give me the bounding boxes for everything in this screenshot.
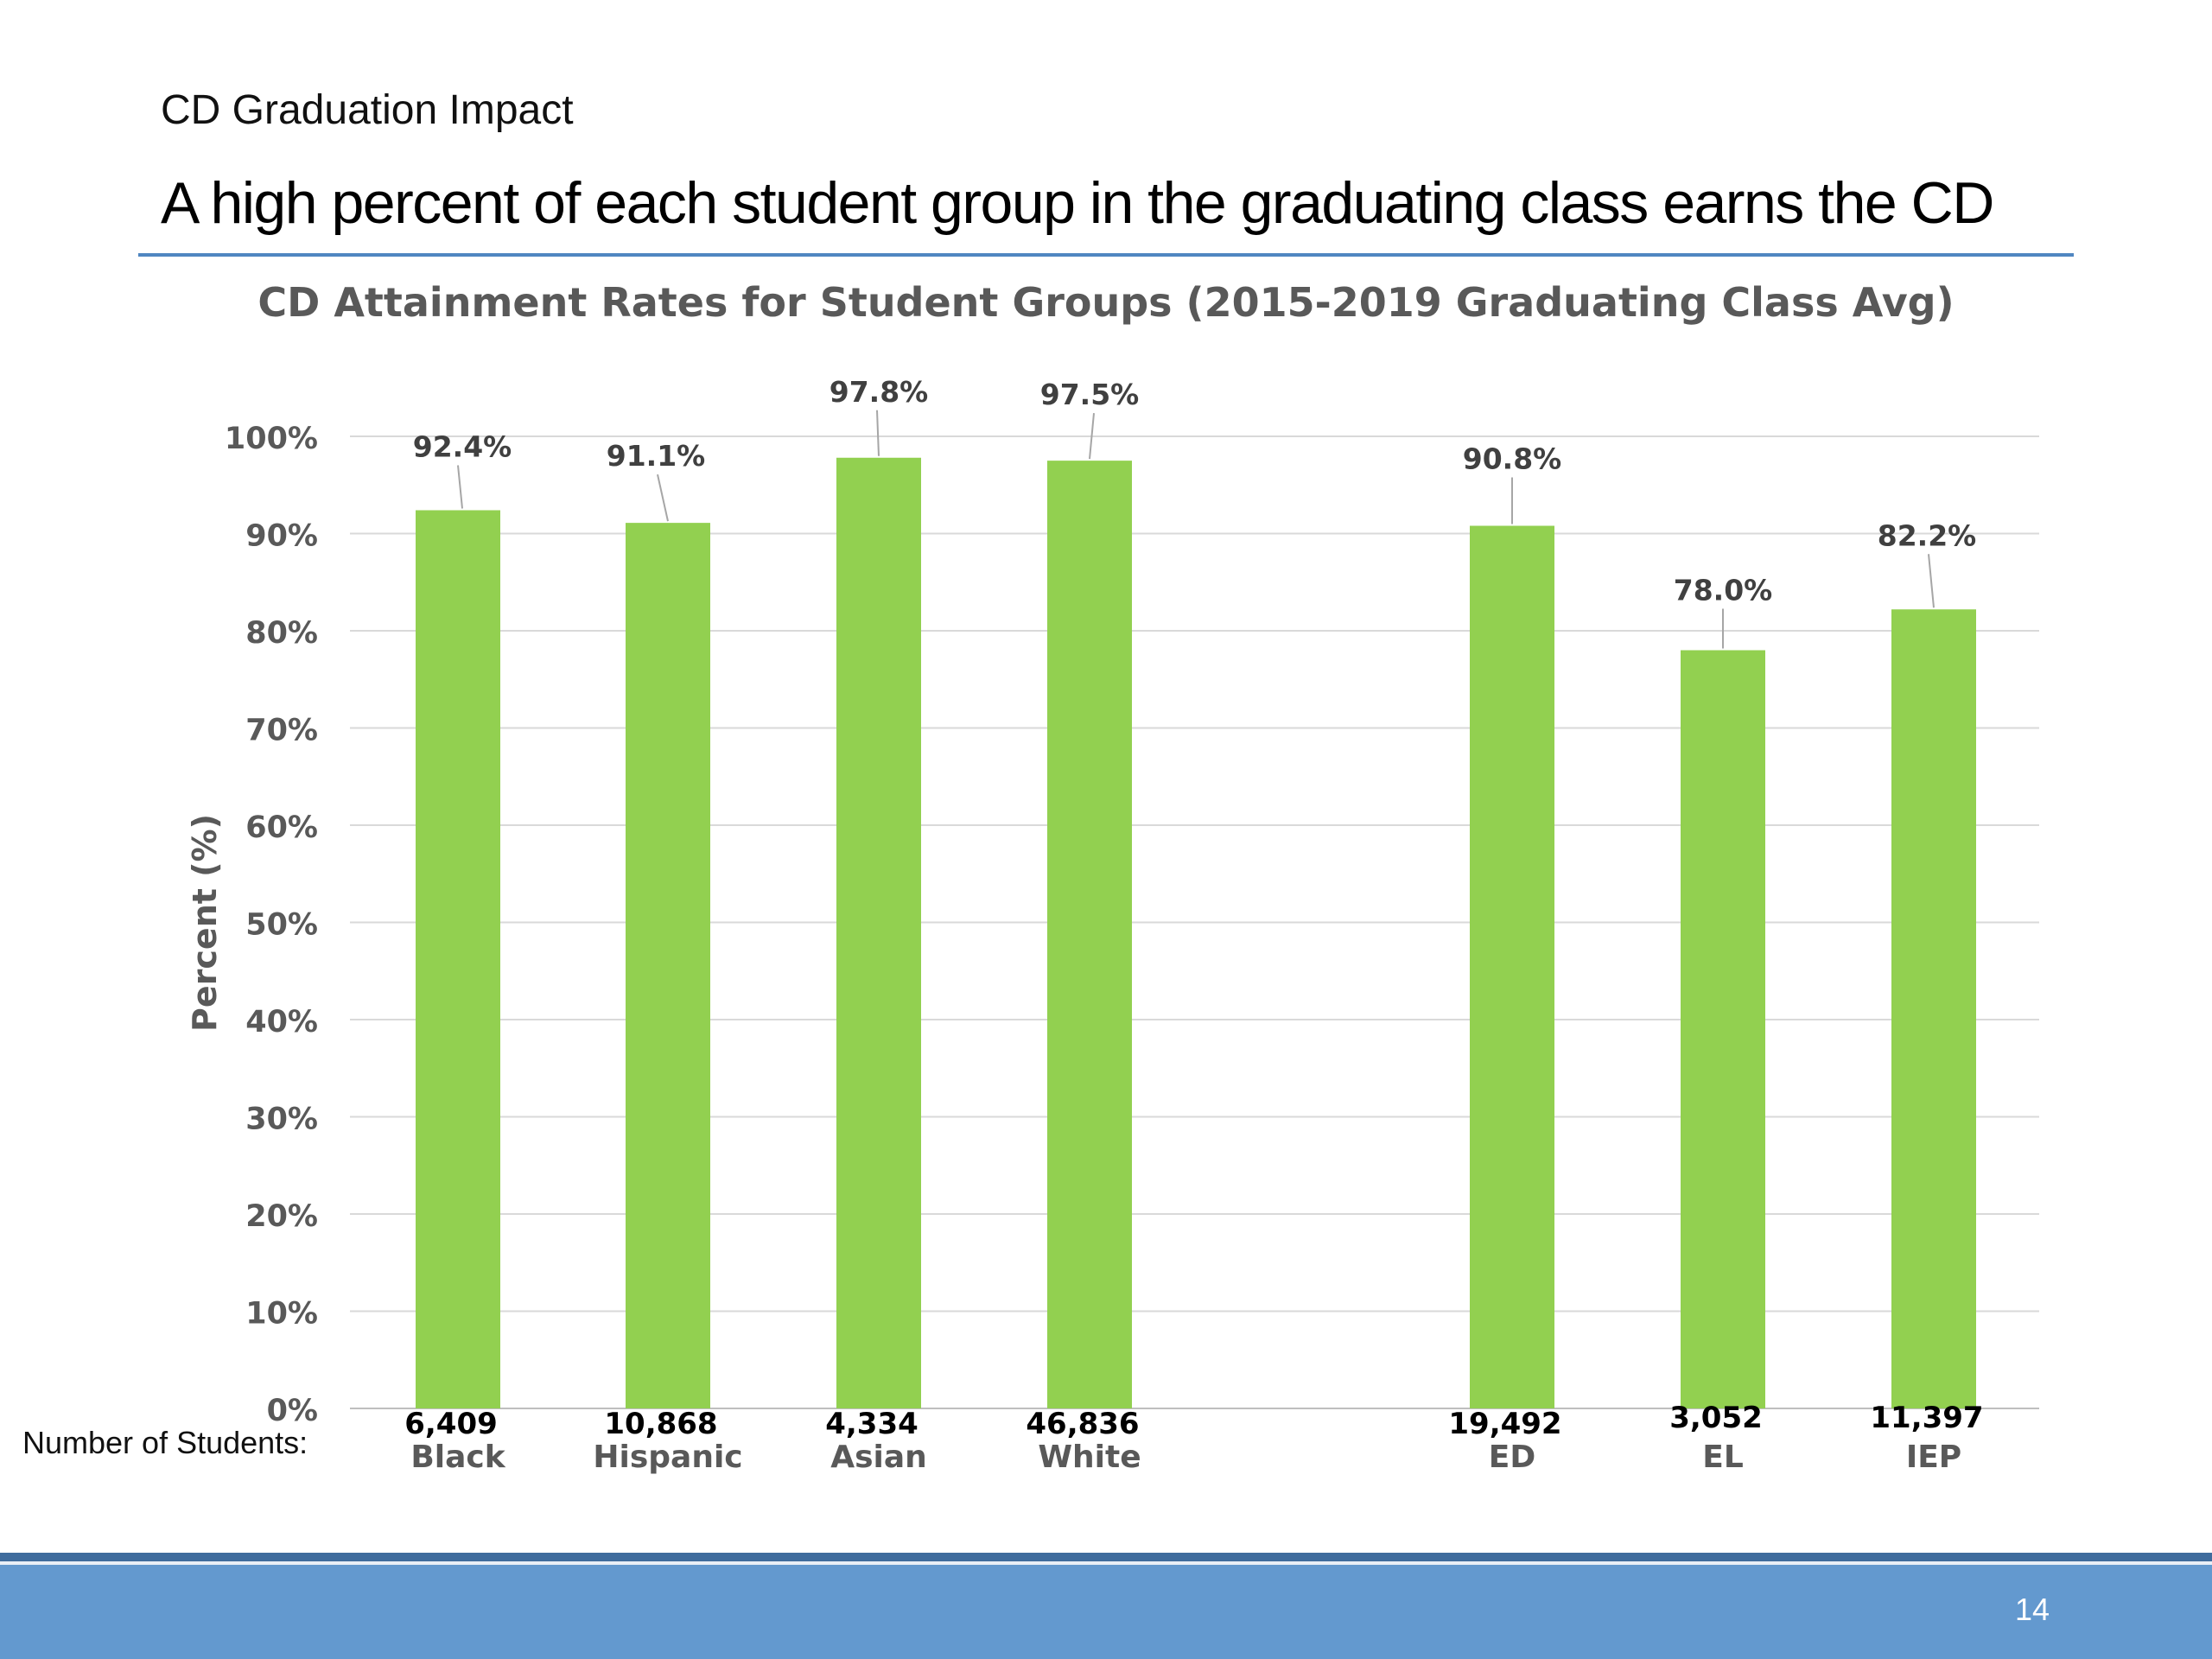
data-label-leader <box>1089 413 1095 460</box>
y-tick-label: 10% <box>245 1297 318 1332</box>
y-tick-label: 80% <box>245 616 318 651</box>
footer-band <box>0 1553 2212 1659</box>
data-label: 91.1% <box>607 439 706 473</box>
data-label: 97.5% <box>1040 378 1140 411</box>
footer-divider-highlight <box>0 1561 2212 1565</box>
student-count: 6,409 <box>404 1407 498 1441</box>
y-tick-label: 0% <box>267 1394 318 1428</box>
data-label-leader <box>457 465 463 509</box>
bar-black <box>416 510 500 1408</box>
bar-hispanic <box>626 523 710 1408</box>
student-count: 3,052 <box>1669 1401 1763 1435</box>
category-label: Black <box>410 1440 505 1475</box>
title-rule <box>138 253 2074 257</box>
data-label: 82.2% <box>1878 518 1977 552</box>
y-tick-label: 60% <box>245 810 318 845</box>
category-label: ED <box>1489 1440 1535 1475</box>
section-label: CD Graduation Impact <box>161 87 574 133</box>
bar-iep <box>1891 609 1976 1408</box>
category-label: EL <box>1702 1440 1744 1475</box>
category-label: White <box>1038 1440 1141 1475</box>
y-axis-label: Percent (%) <box>186 814 224 1032</box>
bar-asian <box>836 457 921 1408</box>
bar-chart: CD Attainment Rates for Student Groups (… <box>22 279 2039 1475</box>
student-count: 4,334 <box>825 1407 918 1441</box>
y-tick-label: 70% <box>245 714 318 748</box>
data-label: 92.4% <box>413 430 512 464</box>
data-label-leader <box>1928 554 1935 608</box>
category-label: IEP <box>1906 1440 1961 1475</box>
y-tick-label: 50% <box>245 908 318 943</box>
row-label-number-of-students: Number of Students: <box>22 1425 308 1460</box>
slide-title: A high percent of each student group in … <box>161 170 1994 236</box>
bar-ed <box>1470 525 1554 1408</box>
footer-divider <box>0 1553 2212 1561</box>
data-label: 97.8% <box>830 375 929 409</box>
slide-number: 14 <box>2015 1592 2050 1627</box>
bar-el <box>1681 650 1765 1408</box>
category-label: Hispanic <box>593 1440 742 1475</box>
y-tick-label: 90% <box>245 519 318 554</box>
student-count: 11,397 <box>1870 1401 1983 1435</box>
y-tick-label: 40% <box>245 1005 318 1039</box>
data-label-leader <box>657 474 669 522</box>
y-tick-label: 30% <box>245 1103 318 1137</box>
chart-title: CD Attainment Rates for Student Groups (… <box>257 279 1954 326</box>
y-tick-label: 100% <box>225 422 318 456</box>
student-count: 10,868 <box>604 1407 717 1441</box>
data-label: 90.8% <box>1463 442 1562 476</box>
student-count: 19,492 <box>1448 1407 1561 1441</box>
student-count: 46,836 <box>1026 1407 1139 1441</box>
y-tick-label: 20% <box>245 1199 318 1234</box>
data-label-leader <box>876 410 880 456</box>
category-label: Asian <box>830 1440 927 1475</box>
bar-white <box>1047 461 1132 1408</box>
data-label: 78.0% <box>1674 574 1773 607</box>
